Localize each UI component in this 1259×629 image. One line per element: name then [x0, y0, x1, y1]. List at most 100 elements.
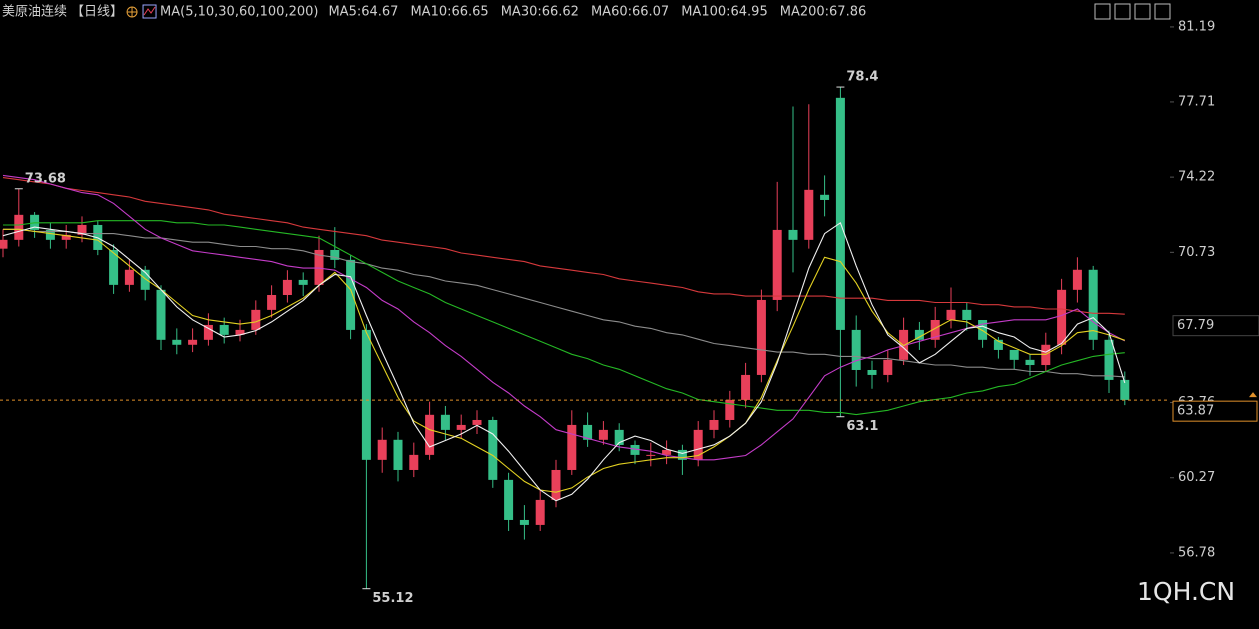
y-tick-label: 60.27 — [1178, 470, 1215, 485]
candle-body — [535, 499, 545, 525]
candle-body — [267, 294, 277, 310]
candle-body — [709, 419, 719, 430]
indicator-icon — [142, 4, 157, 19]
candle-body — [867, 369, 877, 375]
candle-body — [1104, 339, 1114, 380]
candle-body — [1025, 359, 1035, 366]
y-tick-label: 70.73 — [1178, 245, 1215, 260]
tool-button[interactable] — [1094, 3, 1111, 20]
candle-body — [820, 194, 830, 200]
candle-body — [835, 97, 845, 330]
candle-body — [567, 424, 577, 470]
add-icon-cross — [127, 7, 138, 17]
candle-body — [298, 279, 308, 285]
candle-body — [504, 479, 514, 520]
candle-body — [978, 319, 988, 340]
legend-entry: MA200:67.86 — [780, 5, 867, 20]
candle-body — [109, 249, 119, 285]
last-price-arrow — [1249, 392, 1257, 398]
legend-entry: MA5:64.67 — [328, 5, 398, 20]
tool-button[interactable] — [1154, 3, 1171, 20]
candle-body — [630, 444, 640, 455]
candle-body — [962, 309, 972, 320]
candle-body — [519, 519, 529, 525]
candle-body — [756, 299, 766, 375]
ma-line — [2, 177, 1125, 315]
candle-body — [124, 269, 134, 285]
candle-body — [883, 359, 893, 375]
candle-body — [45, 229, 55, 240]
candle-body — [425, 414, 435, 455]
tool-button[interactable] — [1114, 3, 1131, 20]
ma-line — [3, 228, 1125, 378]
y-tick-label: 74.22 — [1178, 170, 1215, 185]
ma-line — [2, 174, 1126, 461]
candle-body — [251, 309, 261, 330]
candle-body — [1009, 349, 1019, 360]
candles — [0, 87, 1130, 589]
candle-body — [788, 229, 798, 240]
candle-body — [456, 424, 466, 430]
toolbar — [1094, 3, 1171, 20]
candle-body — [646, 454, 656, 456]
legend-entry: MA30:66.62 — [501, 5, 579, 20]
candle-body — [1041, 344, 1051, 366]
legend-entry: MA10:66.65 — [410, 5, 488, 20]
marker-price-label: 67.79 — [1177, 318, 1214, 333]
candle-body — [235, 329, 245, 335]
candle-body — [993, 339, 1003, 350]
candle-body — [583, 424, 593, 440]
candle-body — [377, 439, 387, 460]
candle-body — [219, 324, 229, 335]
ma-line — [3, 228, 1125, 493]
candle-body — [488, 419, 498, 480]
candle-body — [662, 449, 672, 455]
indicator-icon-line — [143, 6, 156, 16]
period-label: 【日线】 — [71, 5, 123, 20]
candle-body — [914, 329, 924, 340]
indicator-label: MA(5,10,30,60,100,200) — [160, 5, 318, 20]
candle-body — [851, 329, 861, 370]
candle-body — [741, 374, 751, 400]
candle-body — [946, 309, 956, 320]
candle-body — [140, 269, 150, 290]
annotation: 55.12 — [372, 591, 413, 606]
legend-entry: MA60:66.07 — [591, 5, 669, 20]
y-tick-label: 56.78 — [1178, 545, 1215, 560]
y-tick-label: 81.19 — [1178, 19, 1215, 34]
candle-body — [1072, 269, 1082, 290]
candle-body — [393, 439, 403, 470]
legend-entry: MA100:64.95 — [681, 5, 768, 20]
candle-body — [677, 449, 687, 460]
annotation: 78.4 — [846, 70, 878, 85]
annotation: 63.1 — [846, 419, 878, 434]
ma-line — [2, 221, 1126, 502]
candle-body — [330, 249, 340, 260]
candle-body — [188, 339, 198, 345]
candle-body — [693, 429, 703, 460]
candle-body — [14, 214, 24, 240]
candle-body — [346, 259, 356, 330]
candle-body — [172, 339, 182, 345]
candle-body — [409, 454, 419, 470]
candle-body — [282, 279, 292, 295]
candle-body — [1057, 289, 1067, 345]
candle-body — [614, 429, 624, 445]
candle-body — [1088, 269, 1098, 340]
candle-body — [156, 289, 166, 340]
candle-body — [899, 329, 909, 360]
marker-price-box — [1172, 315, 1259, 337]
candle-body — [772, 229, 782, 300]
candle-body — [725, 399, 735, 420]
candle-body — [203, 324, 213, 340]
candle-body — [472, 419, 482, 425]
candle-body — [598, 429, 608, 440]
ma-line — [3, 220, 1125, 416]
tool-button[interactable] — [1134, 3, 1151, 20]
candle-body — [0, 239, 8, 249]
watermark: 1QH.CN — [1137, 577, 1235, 606]
candle-body — [77, 224, 87, 235]
y-tick-label: 77.71 — [1178, 94, 1215, 109]
